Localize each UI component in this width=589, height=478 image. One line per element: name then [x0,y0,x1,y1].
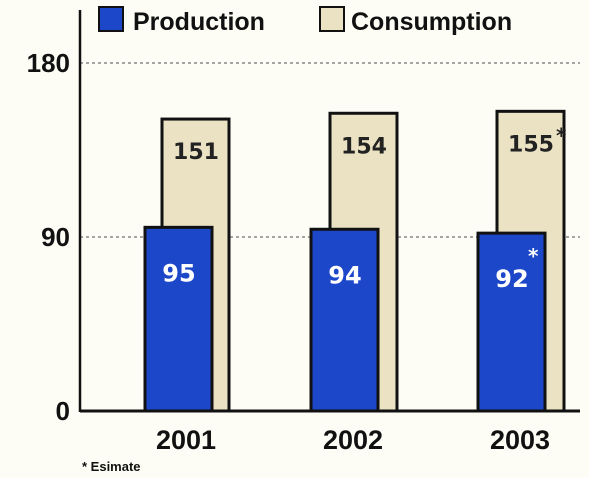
legend-label-production: Production [133,8,265,36]
legend-swatch-consumption [319,6,345,32]
data-label-consumption-2001: 151 [173,140,219,165]
y-tick-label-90: 90 [41,222,70,252]
data-label-production-2002: 94 [328,261,361,289]
footnote: * Esimate [82,459,141,474]
bar-production-2003 [476,231,547,413]
x-tick-label-2002: 2002 [323,425,383,455]
data-label-consumption-2003: 155 [508,132,554,157]
data-label-production-2003: 92 [495,265,528,293]
estimate-mark-consumption-2003: * [556,123,567,147]
estimate-mark-production-2003: * [528,244,539,268]
y-tick-label-180: 180 [27,48,70,78]
x-tick-label-2003: 2003 [490,425,550,455]
bar-production-2001 [143,225,214,413]
x-tick-label-2001: 2001 [156,425,216,455]
bar-production-2002 [309,227,380,413]
data-label-production-2001: 95 [162,259,195,287]
legend-label-consumption: Consumption [351,8,512,36]
bars [143,109,566,413]
legend: Production Consumption [98,6,512,36]
axes [78,10,580,413]
y-tick-label-0: 0 [56,396,70,426]
legend-swatch-production [98,6,124,32]
data-label-consumption-2002: 154 [341,134,387,159]
